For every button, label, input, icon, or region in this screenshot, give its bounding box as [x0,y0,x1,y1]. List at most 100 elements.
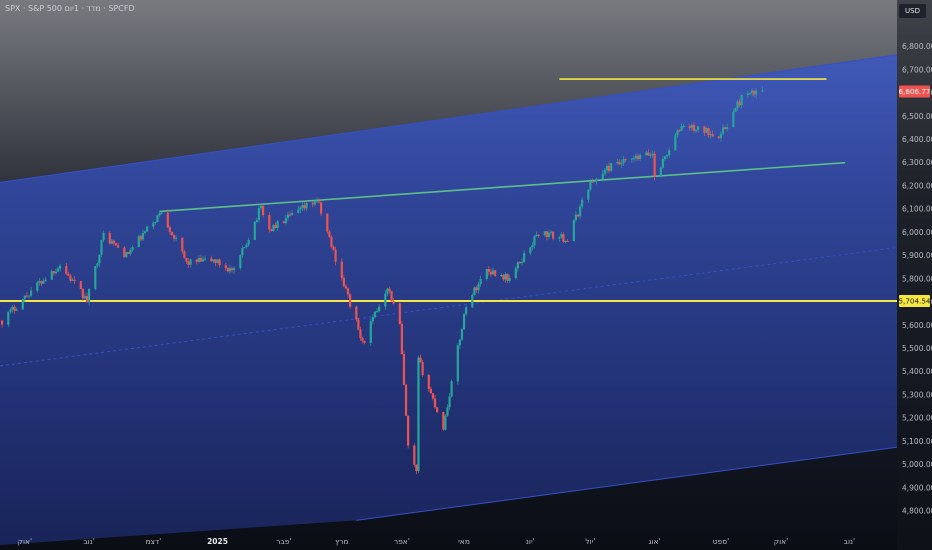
candle[interactable] [421,359,424,377]
rising-trend-line[interactable] [159,161,846,213]
candle[interactable] [301,201,304,212]
candle[interactable] [688,124,691,132]
candle[interactable] [373,311,377,319]
candle[interactable] [299,205,302,213]
candle[interactable] [357,317,360,331]
candle[interactable] [678,129,681,133]
candles[interactable] [0,86,764,475]
candle[interactable] [253,221,256,241]
candle[interactable] [361,336,364,344]
candle[interactable] [663,155,667,162]
candle[interactable] [491,267,495,276]
candle[interactable] [212,259,215,264]
candle[interactable] [707,127,710,138]
candle[interactable] [576,214,580,218]
candle[interactable] [591,178,594,183]
candle[interactable] [436,406,439,414]
candle[interactable] [564,240,567,244]
candle[interactable] [415,464,418,475]
candle[interactable] [378,304,381,313]
candle[interactable] [471,293,474,308]
candle[interactable] [407,415,410,449]
candle[interactable] [477,281,480,294]
candle[interactable] [419,354,422,363]
candle[interactable] [665,154,669,160]
candle[interactable] [297,205,300,214]
candle[interactable] [433,394,437,410]
candle[interactable] [274,222,277,229]
candle[interactable] [388,286,391,294]
candle[interactable] [552,231,555,241]
candle[interactable] [636,153,640,162]
candle[interactable] [711,130,714,137]
candle[interactable] [346,287,350,298]
candle[interactable] [676,129,679,138]
candle[interactable] [259,204,263,211]
channel-lower-line[interactable] [356,446,898,521]
candle[interactable] [620,159,623,168]
candle[interactable] [38,277,41,286]
candle[interactable] [738,99,741,108]
candle[interactable] [239,254,242,271]
candle[interactable] [305,201,308,212]
candle[interactable] [417,355,420,474]
candle[interactable] [282,221,285,224]
candle[interactable] [303,201,306,211]
candle[interactable] [369,318,372,346]
candle[interactable] [371,314,374,325]
candle[interactable] [154,221,157,225]
candle[interactable] [578,204,582,220]
candle[interactable] [549,230,553,236]
candle[interactable] [618,159,621,166]
symbol-header[interactable]: SPX · S&P 500 מדד · 1יום · SPCFD [5,4,135,13]
candle[interactable] [690,123,694,131]
candle[interactable] [703,126,706,136]
candle[interactable] [717,136,720,140]
candle[interactable] [42,278,45,284]
candle[interactable] [348,293,352,310]
candle[interactable] [67,271,70,277]
candle[interactable] [504,271,507,283]
candle[interactable] [123,245,126,258]
candle[interactable] [195,259,198,265]
candle[interactable] [228,265,232,274]
candle[interactable] [131,245,134,252]
candle[interactable] [268,212,271,233]
candle[interactable] [81,288,84,301]
candle[interactable] [413,443,416,467]
candle[interactable] [87,288,91,306]
candle[interactable] [392,298,395,305]
candle[interactable] [508,274,511,284]
candle[interactable] [7,311,10,328]
candle[interactable] [692,121,696,133]
candle[interactable] [581,197,584,209]
candle[interactable] [98,254,101,267]
candle[interactable] [197,255,200,263]
candle[interactable] [560,232,563,239]
candle[interactable] [705,127,708,134]
candle[interactable] [386,287,389,297]
candle[interactable] [634,153,638,162]
candle[interactable] [450,379,453,398]
candle[interactable] [23,295,26,302]
candle[interactable] [547,230,551,240]
candle[interactable] [56,266,60,272]
candle[interactable] [54,268,58,275]
candle[interactable] [398,302,401,325]
candle[interactable] [174,235,178,242]
candle[interactable] [181,237,184,254]
candle[interactable] [226,267,229,273]
candle[interactable] [272,223,275,232]
candle[interactable] [143,230,147,235]
regression-channel[interactable] [0,54,898,545]
time-axis[interactable]: אוק' נוב' דצמ' 2025 פבר' מרץ אפר' מאי יונ' יול' או… [18,537,855,546]
candle[interactable] [284,215,287,225]
candle[interactable] [674,132,677,151]
candle[interactable] [456,343,459,385]
channel-middle-line[interactable] [0,246,898,367]
candle[interactable] [317,198,321,204]
candle[interactable] [523,250,526,264]
candle[interactable] [247,237,250,247]
candle[interactable] [243,246,246,249]
candle[interactable] [160,211,163,215]
